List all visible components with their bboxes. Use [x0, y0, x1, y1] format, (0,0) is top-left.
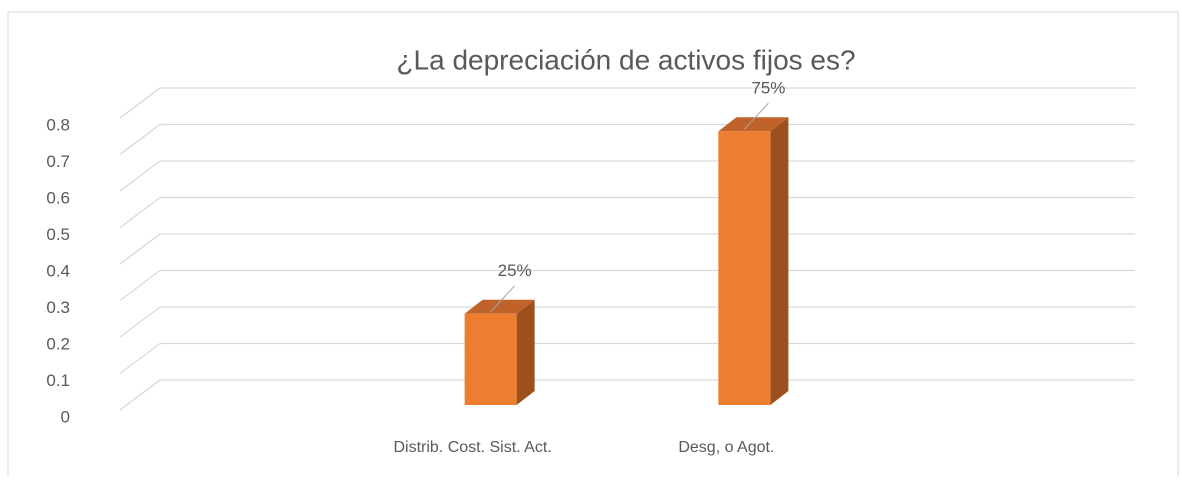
grid-diagonal — [119, 196, 161, 229]
y-tick-label: 0.1 — [46, 371, 70, 390]
y-tick-label: 0 — [61, 407, 70, 426]
y-tick-label: 0.4 — [46, 261, 70, 280]
grid-diagonal — [119, 379, 161, 411]
bar-top — [718, 117, 789, 132]
bar — [464, 313, 517, 405]
leader-line — [490, 285, 515, 313]
bar-side — [770, 117, 789, 405]
y-tick-label: 0.3 — [46, 298, 70, 317]
x-tick-label: Desg, o Agot. — [678, 439, 774, 456]
bar-top — [464, 299, 535, 314]
y-tick-label: 0.6 — [46, 188, 70, 207]
y-tick-label: 0.8 — [46, 115, 70, 134]
bar — [718, 131, 771, 405]
chart-title: ¿La depreciación de activos fijos es? — [396, 44, 855, 75]
grid-diagonal — [119, 306, 161, 338]
y-tick-label: 0.2 — [46, 334, 70, 353]
data-label: 25% — [498, 261, 532, 280]
bar-side — [516, 299, 535, 405]
grid-diagonal — [119, 160, 161, 192]
grid-diagonal — [119, 87, 161, 119]
x-tick-label: Distrib. Cost. Sist. Act. — [393, 439, 551, 456]
leader-line — [744, 102, 769, 130]
grid-diagonal — [119, 233, 161, 265]
grid-diagonal — [119, 342, 161, 375]
grid-diagonal — [119, 123, 161, 156]
data-label: 75% — [751, 79, 785, 98]
y-tick-label: 0.7 — [46, 152, 70, 171]
chart-frame — [7, 11, 1179, 482]
y-tick-label: 0.5 — [46, 225, 70, 244]
grid-diagonal — [119, 269, 161, 302]
